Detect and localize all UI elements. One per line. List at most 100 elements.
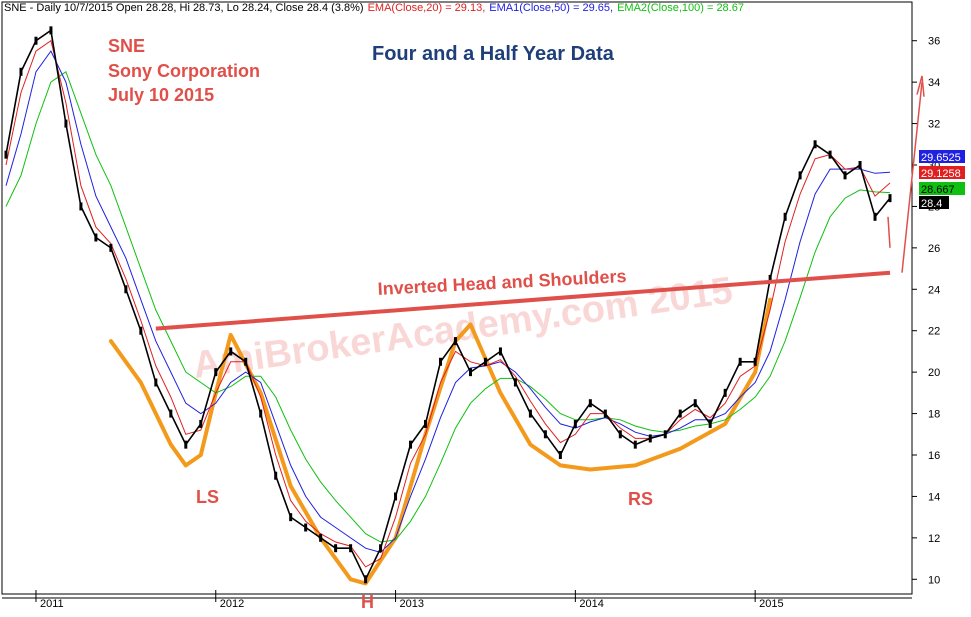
series-ema50 [5,50,891,553]
chart-title: Four and a Half Year Data [372,43,615,65]
price-bar [364,575,368,584]
y-tick-label: 18 [928,409,940,421]
y-tick-label: 10 [928,574,940,586]
y-tick-label: 12 [928,533,940,545]
last-value-ema100: 28.667 [921,184,955,196]
y-tick-label: 22 [928,326,940,338]
last-value-ema100-box [919,182,965,195]
y-tick-label: 24 [928,284,940,296]
price-bar [19,67,23,76]
price-bar [843,171,847,180]
price-bar [768,274,772,283]
price-bar [184,440,188,449]
price-bar [468,368,472,377]
price-bar [888,194,892,203]
up-arrow-head [916,75,925,97]
price-bar [693,399,697,408]
price-bar [64,119,68,128]
series-ema100 [5,71,891,543]
price-bar [424,419,428,428]
price-bar [334,544,338,553]
price-bar [379,544,383,553]
last-value-ema50: 29.6525 [921,152,961,164]
price-bar [708,419,712,428]
annotation-date: July 10 2015 [108,85,214,105]
last-value-ema20-box [919,166,965,179]
label-h: H [361,592,374,612]
label-rs: RS [628,489,653,509]
header-ema20: EMA(Close,20) = 29.13, [367,2,486,14]
price-bar [214,368,218,377]
neckline [155,270,891,331]
price-bar [34,36,38,45]
price-bar [319,533,323,542]
annotation-company: Sony Corporation [108,61,260,81]
price-bar [858,161,862,169]
y-tick-label: 20 [928,367,940,379]
price-bar [798,171,802,180]
up-arrow [901,82,923,273]
price-bar [588,399,592,408]
price-bar [259,409,263,418]
price-bar [229,347,233,356]
price-bar [633,440,637,449]
y-tick-label: 32 [928,119,940,131]
x-tick-label: 2014 [579,598,603,610]
annotation-ticker: SNE [108,36,145,56]
price-bar [618,430,622,439]
header-ema50: EMA1(Close,50) = 29.65, [489,2,614,14]
price-bar [274,471,278,480]
price-bar [558,451,562,459]
y-tick-label: 14 [928,491,940,503]
x-tick-label: 2015 [759,598,783,610]
series-close [5,29,891,582]
price-bar [49,26,53,35]
price-bar [723,388,727,397]
price-bar [304,523,308,532]
price-bar [663,430,667,439]
label-ls: LS [196,487,219,507]
last-value-close: 28.4 [921,198,942,210]
last-value-ema50-box [919,150,965,163]
price-bar [4,150,8,159]
price-bar [139,326,143,335]
price-bar [738,357,742,366]
y-tick-label: 36 [928,36,940,48]
price-bar [828,150,832,159]
last-value-ema20: 29.1258 [921,168,961,180]
price-bar [648,434,652,443]
header-ema100: EMA2(Close,100) = 28.67 [617,2,744,14]
chart-header: SNE - Daily 10/7/2015 Open 28.28, Hi 28.… [4,2,748,14]
price-bar [573,419,577,428]
price-bar [603,409,607,418]
x-tick-label: 2011 [40,598,64,610]
y-tick-label: 26 [928,243,940,255]
price-bar [873,212,877,221]
price-bar [124,285,128,294]
header-symbol-line: SNE - Daily 10/7/2015 Open 28.28, Hi 28.… [4,2,364,14]
price-bar [498,347,502,356]
price-bar [753,357,757,366]
price-bar [79,202,83,211]
last-value-close-box [919,196,949,209]
x-tick-label: 2013 [400,598,424,610]
price-bar [483,357,487,366]
price-bar [199,419,203,428]
price-bar [783,212,787,221]
price-bar [513,378,517,387]
price-bar [409,440,413,449]
price-bar [678,409,682,418]
y-tick-label: 16 [928,450,940,462]
price-bar [169,409,173,418]
price-bar [394,492,398,501]
series-ema20 [5,39,891,568]
price-bar [289,513,293,522]
price-bar [244,357,248,366]
y-tick-label: 34 [928,77,940,89]
price-bar [154,378,158,387]
price-bar [109,243,113,252]
price-bar [543,430,547,439]
price-bar [453,337,457,346]
